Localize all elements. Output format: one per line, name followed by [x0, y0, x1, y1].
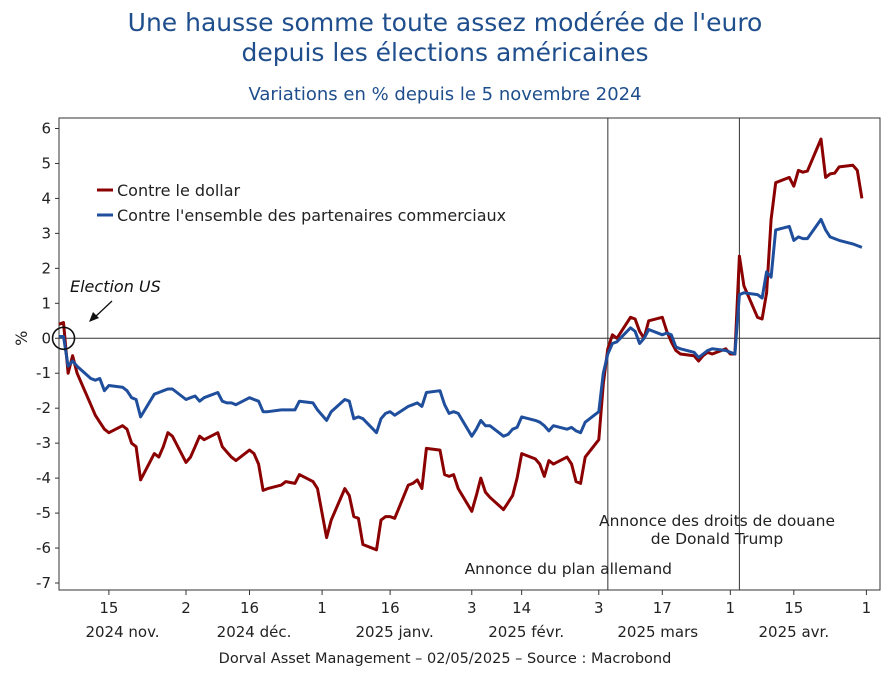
y-tick-label: -2	[36, 399, 51, 417]
y-tick-label: -3	[36, 434, 51, 452]
line-chart: 6 5 4 3 2 1 0 -1 -2 -3 -4 -5 -6 -7% 15 2 16 1 16 3 14 3 17 1 15 1…	[12, 117, 881, 640]
x-tick-label: 2	[181, 599, 191, 617]
y-tick-label: -4	[36, 469, 51, 487]
chart-title-line-2: depuis les élections américaines	[241, 38, 649, 67]
y-tick-label: 4	[41, 189, 51, 207]
election-label: Election US	[70, 277, 161, 296]
x-tick-label: 17	[653, 599, 672, 617]
x-month-label: 2024 nov.	[85, 623, 159, 640]
y-tick-label: 1	[41, 294, 51, 312]
x-tick-label: 1	[317, 599, 327, 617]
y-tick-label: 6	[41, 119, 51, 137]
y-tick-label: -6	[36, 539, 51, 557]
legend-label: Contre l'ensemble des partenaires commer…	[117, 206, 506, 225]
x-tick-label: 14	[512, 599, 531, 617]
election-arrow	[93, 300, 113, 319]
y-tick-label: -7	[36, 574, 51, 592]
x-month-label: 2025 avr.	[759, 623, 830, 640]
axis-labels: 6 5 4 3 2 1 0 -1 -2 -3 -4 -5 -6 -7% 15 2 16 1 16 3 14 3 17 1 15 1…	[12, 119, 871, 640]
x-tick-label: 3	[467, 599, 477, 617]
annotations: Election US Annonce du plan allemand Annon…	[51, 277, 835, 578]
x-tick-label: 16	[381, 599, 400, 617]
legend: Contre le dollar Contre l'ensemble des pa…	[97, 181, 506, 225]
x-tick-label: 16	[240, 599, 259, 617]
x-month-label: 2024 déc.	[217, 623, 292, 640]
election-arrowhead	[89, 312, 99, 322]
tariff-label-line-2: de Donald Trump	[651, 530, 783, 548]
german-plan-label: Annonce du plan allemand	[465, 560, 672, 578]
x-tick-label: 1	[726, 599, 736, 617]
chart-title-line-1: Une hausse somme toute assez modérée de …	[127, 8, 763, 37]
legend-label: Contre le dollar	[117, 181, 241, 200]
y-tick-label: -1	[36, 364, 51, 382]
election-marker	[51, 326, 76, 351]
y-tick-label: 5	[41, 154, 51, 172]
x-tick-label: 1	[862, 599, 872, 617]
y-axis-label: %	[12, 331, 31, 346]
y-tick-label: 3	[41, 224, 51, 242]
plot-frame	[58, 117, 881, 591]
y-tick-label: 2	[41, 259, 51, 277]
series-lines	[58, 137, 864, 552]
y-tick-label: 0	[41, 329, 51, 347]
series-partners-line	[59, 217, 863, 438]
tariff-label-line-1: Annonce des droits de douane	[599, 512, 835, 530]
source-note: Dorval Asset Management – 02/05/2025 – S…	[218, 651, 672, 667]
chart-axes	[55, 117, 881, 595]
x-tick-label: 15	[99, 599, 118, 617]
y-tick-label: -5	[36, 504, 51, 522]
x-tick-label: 15	[784, 599, 803, 617]
x-month-label: 2025 janv.	[356, 623, 434, 640]
x-month-label: 2025 mars	[617, 623, 698, 640]
x-month-label: 2025 févr.	[488, 623, 564, 640]
series-dollar-line	[58, 137, 864, 552]
x-tick-label: 3	[594, 599, 604, 617]
chart-subtitle: Variations en % depuis le 5 novembre 202…	[248, 84, 642, 105]
